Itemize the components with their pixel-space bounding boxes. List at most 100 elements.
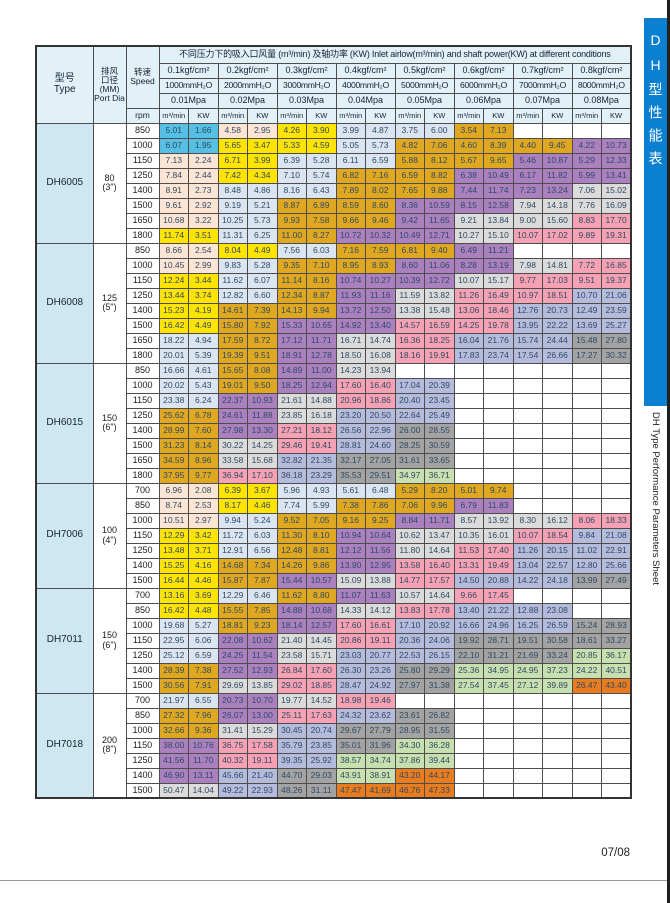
cell-power: 34.95 <box>483 662 514 679</box>
cell-port-line: (5") <box>102 302 117 312</box>
cell-rpm: 1500 <box>125 197 160 214</box>
cell-airflow: 9.83 <box>217 257 248 274</box>
cell-airflow: 20.36 <box>394 632 425 649</box>
cell-power: 3.51 <box>188 227 219 244</box>
cell-airflow: 28.99 <box>158 422 189 439</box>
cell-power: 23.62 <box>365 707 396 724</box>
cell-airflow: 15.74 <box>512 332 543 349</box>
header-unit-power: KW <box>601 107 632 124</box>
cell-airflow: 8.06 <box>571 512 602 529</box>
header-unit-flow: m³/min <box>335 107 366 124</box>
cell-power: 20.50 <box>365 407 396 424</box>
header-mmh2o: 2000mmH₂O <box>217 77 278 94</box>
cell-power: 27.80 <box>601 332 632 349</box>
header-mpa: 0.06Mpa <box>453 92 514 109</box>
cell-airflow: 41.56 <box>158 752 189 769</box>
cell-airflow: 8.95 <box>335 257 366 274</box>
cell-port: 150 (6") <box>92 362 127 484</box>
cell-airflow: 4.40 <box>512 137 543 154</box>
cell-airflow: 8.91 <box>158 182 189 199</box>
cell-power: 7.38 <box>188 662 219 679</box>
cell-power: 28.55 <box>424 422 455 439</box>
cell-power: 13.30 <box>247 422 278 439</box>
header-unit-flow: m³/min <box>512 107 543 124</box>
header-port-line: Port Dia <box>94 92 125 103</box>
cell-power: 11.70 <box>188 752 219 769</box>
cell-power: 15.71 <box>306 647 337 664</box>
cell-airflow: 10.07 <box>453 272 484 289</box>
sidebar-title-en: DH Type Performance Parameters Sheet <box>650 412 661 586</box>
header-unit-power: KW <box>483 107 514 124</box>
cell-airflow: 14.13 <box>276 302 307 319</box>
cell-airflow: 18.22 <box>158 332 189 349</box>
cell-power: 17.45 <box>483 587 514 604</box>
cell-power <box>542 752 573 769</box>
cell-airflow: 19.92 <box>453 632 484 649</box>
table-row: DH6015 150 (6") 850 16.66 4.61 15.65 8.08 14.89 1… <box>35 362 632 484</box>
header-mmh2o: 5000mmH₂O <box>394 77 455 94</box>
cell-airflow: 14.33 <box>335 602 366 619</box>
cell-rpm: 1500 <box>125 317 160 334</box>
cell-airflow: 7.38 <box>335 497 366 514</box>
cell-power: 16.49 <box>483 287 514 304</box>
header-kgf: 0.2kgf/cm² <box>217 62 278 79</box>
cell-power: 11.83 <box>483 497 514 514</box>
cell-airflow: 28.81 <box>335 437 366 454</box>
cell-airflow: 17.04 <box>394 377 425 394</box>
cell-power <box>601 497 632 514</box>
cell-airflow: 38.57 <box>335 752 366 769</box>
cell-airflow: 8.87 <box>276 197 307 214</box>
cell-airflow: 7.44 <box>453 182 484 199</box>
cell-power: 8.08 <box>247 362 278 379</box>
cell-power: 21.35 <box>306 452 337 469</box>
cell-power: 5.73 <box>365 137 396 154</box>
cell-power: 16.08 <box>365 347 396 364</box>
cell-airflow: 10.39 <box>394 272 425 289</box>
header-speed-en: Speed <box>130 76 155 87</box>
cell-airflow: 5.29 <box>394 482 425 499</box>
cell-power: 11.54 <box>247 647 278 664</box>
cell-airflow <box>571 782 602 799</box>
cell-airflow: 35.01 <box>335 737 366 754</box>
cell-airflow: 16.04 <box>453 332 484 349</box>
cell-power: 11.74 <box>483 182 514 199</box>
cell-power: 19.49 <box>483 557 514 574</box>
cell-power: 37.23 <box>542 662 573 679</box>
cell-airflow: 36.75 <box>217 737 248 754</box>
cell-power: 44.17 <box>424 767 455 784</box>
cell-power: 1.66 <box>188 122 219 139</box>
cell-airflow: 6.38 <box>453 167 484 184</box>
cell-power: 13.47 <box>424 527 455 544</box>
cell-airflow: 20.40 <box>394 392 425 409</box>
cell-airflow <box>453 467 484 484</box>
cell-airflow: 6.96 <box>158 482 189 499</box>
table-row: 1000 10.45 2.99 9.83 5.28 9.35 7.10 8.95 8.93 8.6… <box>36 257 632 274</box>
cell-power: 13.82 <box>424 287 455 304</box>
cell-power: 3.22 <box>188 212 219 229</box>
cell-power: 15.29 <box>247 722 278 739</box>
page-number: 07/08 <box>601 847 630 859</box>
cell-power: 8.80 <box>306 587 337 604</box>
cell-rpm: 1150 <box>125 392 160 409</box>
cell-airflow: 8.57 <box>453 512 484 529</box>
cell-power: 11.88 <box>247 407 278 424</box>
cell-power: 24.96 <box>483 617 514 634</box>
table-row: DH7006 100 (4") 700 6.96 2.08 6.39 3.67 5.96 4.93… <box>35 482 632 589</box>
cell-power <box>601 392 632 409</box>
header-kgf: 0.1kgf/cm² <box>158 62 219 79</box>
header-mmh2o: 7000mmH₂O <box>512 77 573 94</box>
header-mmh2o: 8000mmH₂O <box>571 77 632 94</box>
header-kgf: 0.5kgf/cm² <box>394 62 455 79</box>
cell-power: 21.08 <box>601 527 632 544</box>
cell-power: 17.10 <box>247 467 278 484</box>
cell-airflow: 17.12 <box>276 332 307 349</box>
cell-rpm: 1250 <box>125 287 160 304</box>
cell-airflow <box>453 362 484 379</box>
cell-airflow: 5.46 <box>512 152 543 169</box>
cell-power: 8.87 <box>306 287 337 304</box>
cell-power: 18.86 <box>365 392 396 409</box>
cell-power: 39.44 <box>424 752 455 769</box>
header-kgf: 0.8kgf/cm² <box>571 62 632 79</box>
cell-power: 33.27 <box>601 632 632 649</box>
cell-power <box>601 707 632 724</box>
